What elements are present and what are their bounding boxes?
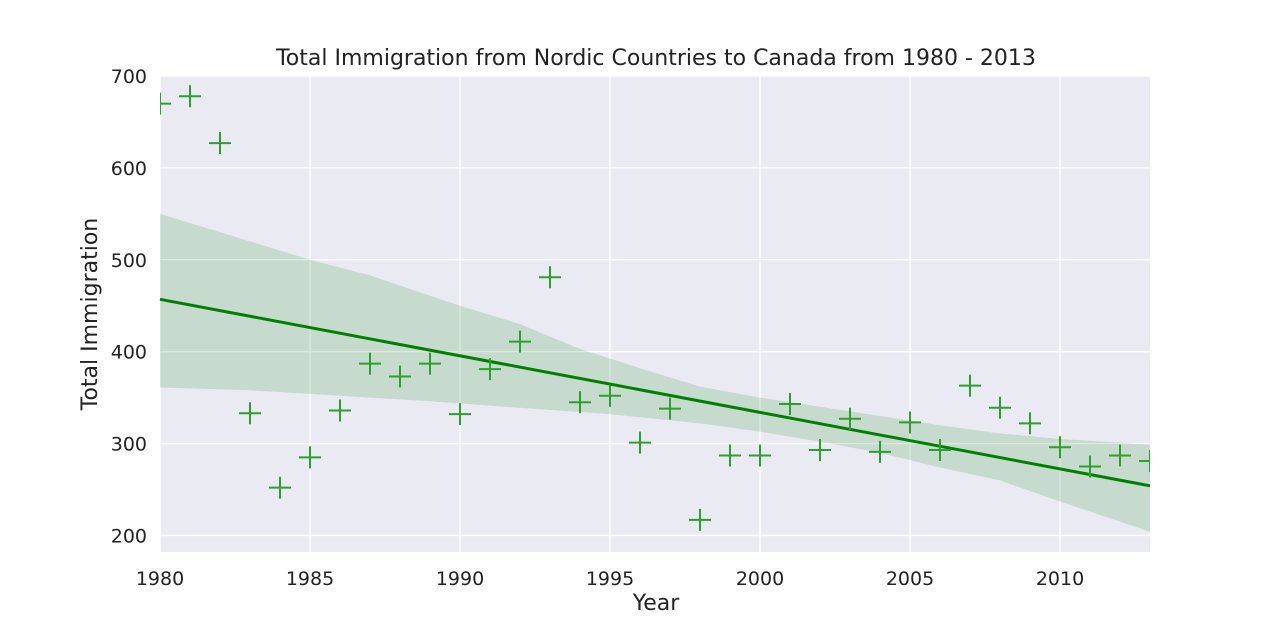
- y-tick-label-500: 500: [111, 250, 147, 272]
- x-axis-ticks: 1980 1985 1990 1995 2000 2005 2010: [136, 568, 1084, 590]
- data-point-2013: [1139, 450, 1150, 473]
- y-axis-label: Total Immigration: [78, 218, 103, 411]
- data-point-1987: [359, 352, 381, 375]
- data-point-1993: [539, 266, 561, 289]
- data-point-1996: [629, 431, 651, 454]
- data-point-1981: [179, 85, 201, 108]
- data-point-2006: [929, 439, 951, 461]
- x-tick-label-2010: 2010: [1036, 568, 1084, 590]
- data-point-2012: [1109, 444, 1131, 467]
- regression-line-layer: [159, 297, 1151, 488]
- data-point-2008: [989, 396, 1011, 419]
- data-point-2000: [749, 444, 771, 467]
- data-point-1989: [419, 352, 441, 375]
- regression-line: [159, 297, 1151, 488]
- data-point-1982: [209, 132, 231, 155]
- data-point-1994: [569, 391, 591, 414]
- data-point-1984: [269, 476, 291, 499]
- x-tick-label-1995: 1995: [586, 568, 634, 590]
- grid-lines: [159, 75, 1150, 552]
- y-tick-label-300: 300: [111, 434, 147, 456]
- data-point-1986: [329, 399, 351, 422]
- data-point-2010: [1049, 436, 1071, 459]
- data-point-2003: [839, 407, 861, 430]
- confidence-band: [160, 213, 1150, 532]
- data-point-2004: [869, 440, 891, 463]
- y-axis-ticks: 200 300 400 500 600 700: [111, 66, 147, 547]
- data-point-2002: [809, 439, 831, 461]
- confidence-band-layer: [160, 213, 1150, 532]
- x-tick-label-1990: 1990: [436, 568, 484, 590]
- y-tick-label-600: 600: [111, 158, 147, 180]
- data-point-1983: [239, 402, 261, 425]
- data-point-1980: [160, 92, 171, 115]
- data-point-2005: [899, 411, 921, 434]
- chart-title: Total Immigration from Nordic Countries …: [275, 46, 1036, 71]
- y-tick-label-200: 200: [111, 525, 147, 547]
- data-point-1997: [659, 397, 681, 420]
- data-points: [160, 85, 1150, 531]
- data-point-1991: [479, 358, 501, 381]
- y-tick-label-700: 700: [111, 66, 147, 88]
- data-point-1985: [299, 446, 321, 469]
- data-point-1999: [719, 444, 741, 467]
- plot-background: [160, 76, 1150, 552]
- data-point-1988: [389, 365, 411, 388]
- data-point-1995: [599, 384, 621, 407]
- x-axis-label: Year: [632, 591, 681, 616]
- x-tick-label-1980: 1980: [136, 568, 184, 590]
- data-point-2001: [779, 393, 801, 416]
- data-point-2007: [959, 374, 981, 397]
- data-point-2011: [1079, 455, 1101, 478]
- y-tick-label-400: 400: [111, 342, 147, 364]
- x-tick-label-1985: 1985: [286, 568, 334, 590]
- x-tick-label-2005: 2005: [886, 568, 934, 590]
- data-point-1992: [509, 330, 531, 353]
- x-tick-label-2000: 2000: [736, 568, 784, 590]
- data-point-2009: [1019, 412, 1041, 435]
- data-point-1998: [689, 508, 711, 531]
- data-point-1990: [449, 403, 471, 426]
